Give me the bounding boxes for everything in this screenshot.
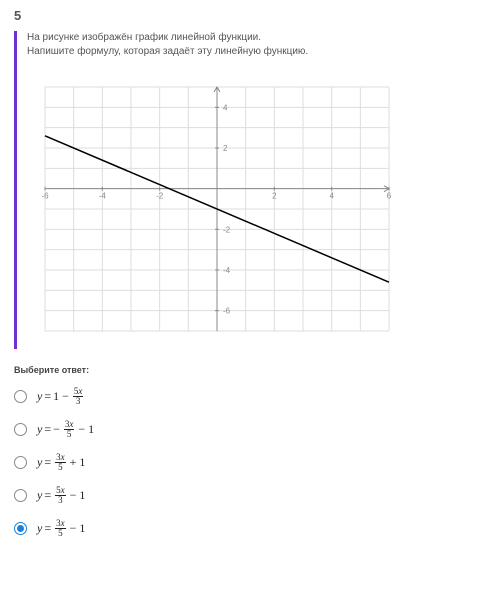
question-number: 5 [14,8,486,23]
svg-text:4: 4 [329,192,334,201]
option-label-4: y = 3x5 − 1 [37,519,85,538]
chart-svg: -6 -4 -2 2 4 6 -6 -4 -2 2 4 [27,69,407,349]
option-label-3: y = 5x3 − 1 [37,486,85,505]
prompt-text: На рисунке изображён график линейной фун… [27,31,486,59]
option-3[interactable]: y = 5x3 − 1 [14,486,486,505]
option-0[interactable]: y = 1 − 5x3 [14,387,486,406]
svg-text:-6: -6 [41,192,49,201]
chart: -6 -4 -2 2 4 6 -6 -4 -2 2 4 [27,69,407,349]
option-1[interactable]: y = − 3x5 − 1 [14,420,486,439]
radio-0[interactable] [14,390,27,403]
svg-text:6: 6 [387,192,392,201]
question-block: На рисунке изображён график линейной фун… [14,31,486,349]
option-2[interactable]: y = 3x5 + 1 [14,453,486,472]
radio-4[interactable] [14,522,27,535]
option-label-1: y = − 3x5 − 1 [37,420,94,439]
options-group: y = 1 − 5x3 y = − 3x5 − 1 y = 3x5 + 1 y = 5… [14,387,486,538]
radio-1[interactable] [14,423,27,436]
svg-text:-4: -4 [223,266,231,275]
prompt-line2: Напишите формулу, которая задаёт эту лин… [27,46,308,57]
radio-3[interactable] [14,489,27,502]
option-label-2: y = 3x5 + 1 [37,453,85,472]
svg-text:-4: -4 [99,192,107,201]
svg-text:2: 2 [272,192,277,201]
svg-text:-6: -6 [223,307,231,316]
choose-label: Выберите ответ: [14,365,486,375]
question-container: 5 На рисунке изображён график линейной ф… [0,0,500,560]
svg-text:-2: -2 [156,192,164,201]
prompt-line1: На рисунке изображён график линейной фун… [27,32,261,43]
svg-text:4: 4 [223,103,228,112]
option-4[interactable]: y = 3x5 − 1 [14,519,486,538]
svg-text:-2: -2 [223,225,231,234]
svg-text:2: 2 [223,144,228,153]
option-label-0: y = 1 − 5x3 [37,387,85,406]
radio-2[interactable] [14,456,27,469]
